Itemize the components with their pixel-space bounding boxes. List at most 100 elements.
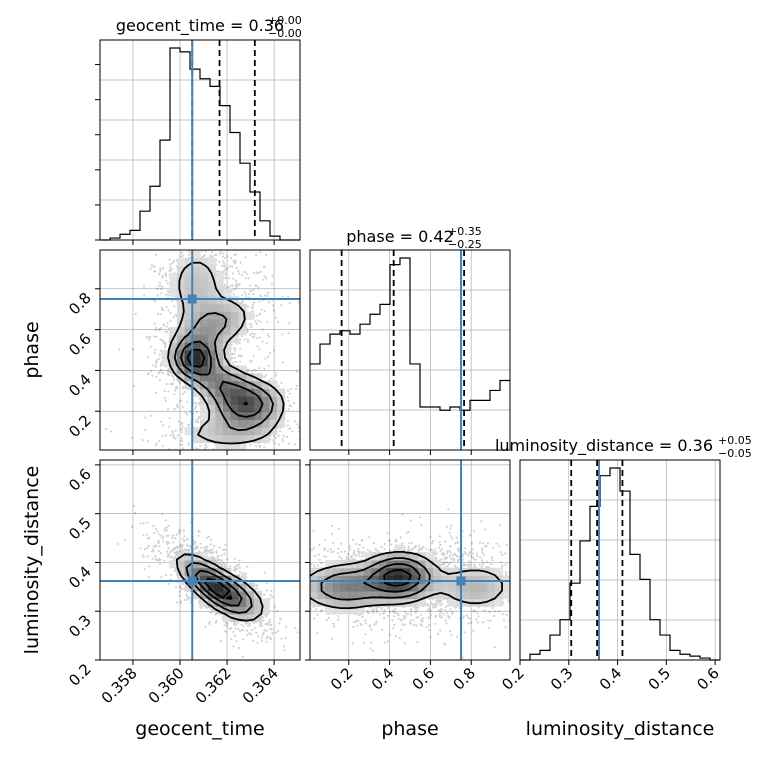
density-phase-vs-luminosity-distance-cell [317, 590, 326, 600]
density-geocent-time-vs-phase-cell [246, 388, 255, 397]
density-geocent-time-vs-phase-cell [246, 434, 255, 443]
density-phase-vs-luminosity-distance-xtick-label-2: 0.6 [409, 664, 439, 694]
density-phase-vs-luminosity-distance-cell [425, 590, 434, 600]
density-geocent-time-vs-phase-cell [215, 303, 224, 313]
hist-geocent-time-panel [95, 39, 301, 245]
density-phase-vs-luminosity-distance-cell [425, 583, 434, 592]
density-phase-vs-luminosity-distance-cell [363, 552, 373, 561]
density-geocent-time-vs-phase-cell [192, 288, 201, 297]
density-phase-vs-luminosity-distance-cell [333, 567, 342, 576]
density-geocent-time-vs-luminosity-distance-cell [223, 613, 232, 623]
density-phase-vs-luminosity-distance-cell [363, 598, 373, 607]
density-phase-vs-luminosity-distance-cell [386, 583, 396, 592]
density-geocent-time-vs-luminosity-distance-cell [230, 583, 240, 592]
density-geocent-time-vs-phase-cell [230, 411, 240, 420]
density-geocent-time-vs-luminosity-distance-cell [261, 606, 270, 615]
density-geocent-time-vs-luminosity-distance-cell [223, 598, 232, 607]
density-phase-vs-luminosity-distance-cell [402, 552, 411, 561]
density-geocent-time-vs-phase-cell [261, 396, 270, 405]
density-geocent-time-vs-phase-cell [200, 326, 209, 336]
density-phase-vs-luminosity-distance-cell [325, 598, 334, 607]
density-geocent-time-vs-phase-cell [269, 388, 278, 397]
density-phase-vs-luminosity-distance-content [310, 460, 510, 660]
density-geocent-time-vs-phase-cell [238, 426, 247, 436]
density-geocent-time-vs-phase-cell [184, 265, 193, 274]
density-geocent-time-vs-phase-cell [184, 319, 193, 328]
density-geocent-time-vs-phase-cell [261, 434, 270, 443]
density-geocent-time-vs-phase-cell [215, 342, 224, 351]
density-phase-vs-luminosity-distance-cell [479, 575, 488, 584]
density-geocent-time-vs-phase-cell [200, 426, 209, 436]
density-geocent-time-vs-phase-cell [223, 411, 232, 420]
density-geocent-time-vs-phase-cell [192, 273, 201, 282]
density-phase-vs-luminosity-distance-cell [333, 590, 342, 600]
density-phase-vs-luminosity-distance-cell [348, 606, 357, 615]
density-geocent-time-vs-luminosity-distance-cell [215, 583, 224, 592]
density-geocent-time-vs-luminosity-distance-cell [246, 613, 255, 623]
panels-layer: 0.2 0.3 0.4 0.5 0.60.20.40.60.80.358 0.360 0.3… [65, 39, 723, 707]
density-geocent-time-vs-luminosity-distance-contour-0 [175, 553, 264, 622]
density-phase-vs-luminosity-distance-cell [356, 560, 365, 569]
density-phase-vs-luminosity-distance-cell [425, 560, 434, 569]
density-geocent-time-vs-phase-cell [169, 280, 178, 290]
density-phase-vs-luminosity-distance-cell [494, 598, 503, 607]
density-geocent-time-vs-phase-cell [169, 273, 178, 282]
density-geocent-time-vs-luminosity-distance-cell [230, 590, 240, 600]
density-geocent-time-vs-phase-cell [246, 380, 255, 390]
density-phase-vs-luminosity-distance-contour-1 [320, 557, 431, 601]
density-geocent-time-vs-phase-cell [192, 388, 201, 397]
density-geocent-time-vs-phase-cell [223, 365, 232, 374]
density-phase-vs-luminosity-distance-cell [433, 583, 442, 592]
density-geocent-time-vs-luminosity-distance-cell [246, 606, 255, 615]
density-geocent-time-vs-phase-cell [176, 326, 186, 336]
title-luminosity-distance: luminosity_distance = 0.36 [495, 436, 713, 456]
density-phase-vs-luminosity-distance-cell [363, 583, 373, 592]
density-geocent-time-vs-phase-cell [215, 434, 224, 443]
density-phase-vs-luminosity-distance-cell [356, 575, 365, 584]
density-geocent-time-vs-phase-cell [223, 396, 232, 405]
density-geocent-time-vs-luminosity-distance-cell [215, 575, 224, 584]
density-geocent-time-vs-phase-cell [184, 426, 193, 436]
density-geocent-time-vs-phase-cell [192, 380, 201, 390]
density-geocent-time-vs-phase-cell [215, 419, 224, 428]
density-geocent-time-vs-phase-cell [200, 350, 209, 359]
density-geocent-time-vs-luminosity-distance-cell [230, 598, 240, 607]
density-geocent-time-vs-phase-cell [207, 350, 216, 359]
density-geocent-time-vs-phase-cell [169, 326, 178, 336]
density-geocent-time-vs-phase-cell [207, 419, 216, 428]
density-geocent-time-vs-phase-ytick-label-1: 0.4 [65, 371, 95, 401]
density-geocent-time-vs-phase-cell [184, 303, 193, 313]
hist-geocent-time-frame [99, 39, 301, 241]
density-geocent-time-vs-phase-cell [276, 403, 286, 413]
density-geocent-time-vs-luminosity-distance-cell [223, 575, 232, 584]
density-phase-vs-luminosity-distance-cell [440, 583, 450, 592]
density-geocent-time-vs-phase-cell [230, 365, 240, 374]
hist-luminosity-distance-xtick-label-1: 0.3 [547, 664, 577, 694]
density-geocent-time-vs-phase-cell [192, 303, 201, 313]
density-geocent-time-vs-luminosity-distance-cell [200, 598, 209, 607]
density-geocent-time-vs-luminosity-distance-ytick-label-0: 0.2 [65, 660, 95, 690]
density-phase-vs-luminosity-distance-cell [379, 560, 388, 569]
density-geocent-time-vs-phase-cell [253, 396, 263, 405]
density-phase-vs-luminosity-distance-cell [471, 575, 480, 584]
density-geocent-time-vs-phase-ytick-label-3: 0.8 [65, 289, 95, 319]
density-phase-vs-luminosity-distance-cell [463, 567, 473, 576]
density-phase-vs-luminosity-distance-xtick-label-0: 0.2 [327, 664, 357, 694]
density-phase-vs-luminosity-distance-cell [371, 598, 380, 607]
density-geocent-time-vs-luminosity-distance-cell [176, 567, 186, 576]
density-geocent-time-vs-phase-cell [184, 334, 193, 343]
density-geocent-time-vs-luminosity-distance-content [100, 460, 300, 660]
density-phase-vs-luminosity-distance-cell [371, 590, 380, 600]
ylabel-luminosity-distance: luminosity_distance [21, 466, 43, 655]
density-geocent-time-vs-phase-cell [246, 426, 255, 436]
hist-luminosity-distance-step [520, 467, 720, 661]
density-geocent-time-vs-phase-cell [184, 342, 193, 351]
title-phase: phase = 0.42 [346, 227, 453, 246]
density-phase-vs-luminosity-distance-cell [433, 575, 442, 584]
density-geocent-time-vs-phase-cell [192, 342, 201, 351]
density-geocent-time-vs-luminosity-distance-cell [207, 583, 216, 592]
hist-luminosity-distance-panel: 0.2 0.3 0.4 0.5 0.6 [498, 459, 723, 694]
density-geocent-time-vs-phase-cell [215, 334, 224, 343]
density-phase-vs-luminosity-distance-cell [417, 560, 426, 569]
density-phase-vs-luminosity-distance-cell [486, 583, 496, 592]
